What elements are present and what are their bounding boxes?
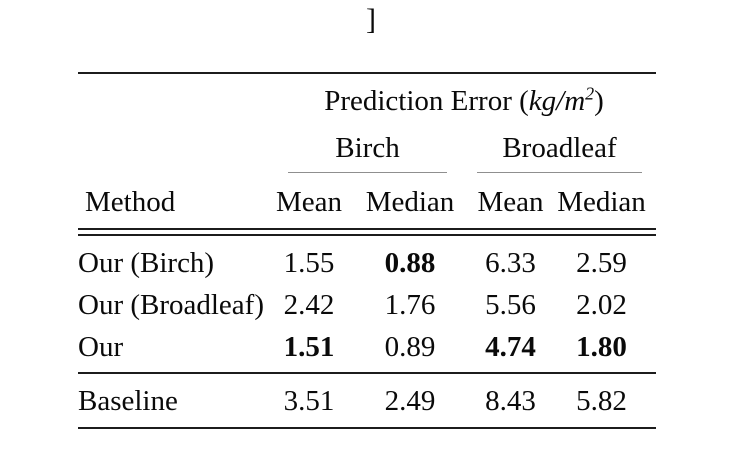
value-cell: 5.82 [576,385,627,417]
title-suffix: ) [594,85,604,117]
stray-caption-bracket: ] [366,3,376,36]
column-header-birch-mean: Mean [275,186,343,218]
value-cell: 4.74 [474,320,547,374]
table-body: Our (Birch) 1.55 0.88 6.33 2.59 Our (Broadlea… [78,235,657,428]
title-superscript: 2 [585,83,595,104]
table-row: Our (Birch) 1.55 0.88 6.33 2.59 [78,235,656,278]
value-cell: 5.56 [485,289,536,321]
value-cell: 0.89 [346,320,474,374]
column-header-row: Method Mean Median Mean Median [78,176,656,229]
title-row-stub [78,73,272,122]
value-cell: 3.51 [283,385,335,417]
value-cell: 6.33 [485,247,536,279]
group-header-broadleaf: Broadleaf [474,122,656,176]
column-header-broadleaf-median: Median [557,186,646,218]
value-cell: 1.80 [547,320,657,374]
table-row: Our (Broadleaf) 2.42 1.76 5.56 2.02 [78,278,656,320]
column-header-method: Method [85,186,176,218]
title-row: Prediction Error (kg/m2) [78,73,656,122]
group-row-stub [78,122,272,176]
value-cell: 2.49 [384,385,436,417]
title-unit: kg/m [528,85,586,117]
value-cell: 1.51 [272,320,346,374]
value-cell: 2.42 [283,289,335,321]
value-cell: 2.02 [576,289,627,321]
value-cell: 0.88 [384,247,436,279]
method-cell: Our (Broadleaf) [78,289,264,321]
group-header-row: Birch Broadleaf [78,122,656,176]
table-row: Our 1.51 0.89 4.74 1.80 [78,320,657,374]
group-header-birch: Birch [272,122,474,176]
value-cell: 1.76 [384,289,436,321]
method-cell: Our (Birch) [78,247,215,279]
value-cell: 1.55 [283,247,335,279]
double-rule [78,228,657,236]
results-table: Prediction Error (kg/m2) Birch Broadleaf… [78,72,657,429]
value-cell: 2.59 [576,247,627,279]
column-header-broadleaf-mean: Mean [477,186,544,218]
title-prefix: Prediction Error ( [324,85,529,117]
table-title: Prediction Error (kg/m2) [272,73,656,122]
value-cell: 8.43 [485,385,536,417]
column-header-birch-median: Median [365,186,455,218]
method-cell: Baseline [78,385,178,417]
method-cell: Our [78,320,272,374]
group-label-birch: Birch [288,134,447,173]
group-label-broadleaf: Broadleaf [477,134,643,173]
baseline-row: Baseline 3.51 2.49 8.43 5.82 [78,373,656,428]
